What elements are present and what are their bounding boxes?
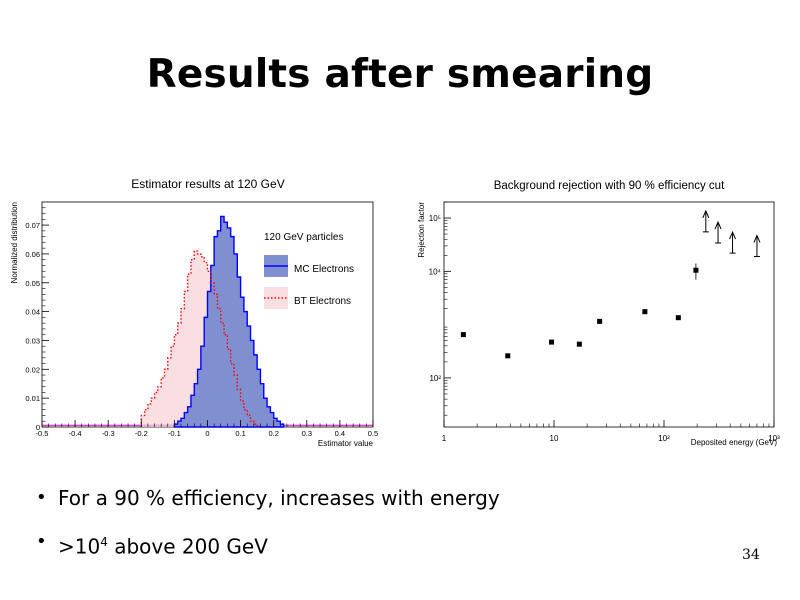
data-point bbox=[576, 341, 582, 347]
x-tick-label: -0.3 bbox=[102, 429, 115, 438]
data-point bbox=[693, 267, 699, 273]
bullet-dot-icon: • bbox=[36, 487, 47, 508]
bullet-text-superscript: 4 bbox=[100, 535, 108, 549]
lower-limit-arrow-head bbox=[729, 230, 737, 240]
chart-title: Background rejection with 90 % efficienc… bbox=[494, 180, 725, 192]
legend-mc-label: MC Electrons bbox=[294, 264, 354, 275]
y-tick-label: 10⁴ bbox=[429, 267, 442, 276]
bullet-text-suffix: above 200 GeV bbox=[107, 534, 268, 559]
bullet-dot-icon: • bbox=[36, 531, 47, 552]
y-tick-label: 0.04 bbox=[25, 308, 40, 317]
x-tick-label: 1 bbox=[442, 434, 447, 443]
y-tick-label: 0.06 bbox=[25, 250, 40, 259]
x-tick-label: 10 bbox=[550, 434, 559, 443]
slide-title: Results after smearing bbox=[146, 52, 654, 97]
bullet-list: • For a 90 % efficiency, increases with … bbox=[34, 482, 734, 570]
x-tick-label: -0.5 bbox=[36, 429, 49, 438]
lower-limit-arrow-head bbox=[714, 220, 722, 230]
x-tick-label: -0.2 bbox=[135, 429, 148, 438]
lower-limit-arrow-head bbox=[702, 209, 710, 219]
x-tick-label: 10³ bbox=[768, 434, 780, 443]
x-tick-label: 10² bbox=[658, 434, 670, 443]
bullet-text: For a 90 % efficiency, increases with en… bbox=[58, 486, 500, 510]
data-point bbox=[675, 315, 681, 321]
data-point bbox=[460, 332, 466, 338]
x-tick-label: 0.3 bbox=[302, 429, 312, 438]
y-axis-label: Rejection factor bbox=[417, 202, 426, 258]
y-tick-label: 0.01 bbox=[25, 394, 40, 403]
y-axis-label: Normalized distribution bbox=[10, 202, 19, 283]
data-point bbox=[505, 353, 511, 359]
plot-frame bbox=[443, 201, 775, 428]
data-point bbox=[597, 318, 603, 324]
rejection-factor-chart: Background rejection with 90 % efficienc… bbox=[412, 172, 792, 452]
x-tick-label: 0.2 bbox=[268, 429, 278, 438]
chart-title: Estimator results at 120 GeV bbox=[131, 177, 284, 191]
x-tick-label: -0.4 bbox=[69, 429, 82, 438]
x-tick-label: -0.1 bbox=[168, 429, 181, 438]
mc-electrons-histogram bbox=[173, 215, 285, 428]
y-tick-label: 10² bbox=[429, 374, 441, 383]
y-tick-label: 0.05 bbox=[25, 279, 40, 288]
bullet-item: • >104 above 200 GeV bbox=[34, 526, 734, 570]
estimator-histogram-chart: Estimator results at 120 GeV 0 0.01 0.02 0.0… bbox=[8, 172, 388, 452]
data-point bbox=[549, 339, 555, 345]
y-tick-label: 0.07 bbox=[25, 221, 40, 230]
x-tick-label: 0.4 bbox=[335, 429, 345, 438]
x-tick-label: 0 bbox=[205, 429, 209, 438]
y-tick-label: 0.03 bbox=[25, 336, 40, 345]
x-tick-label: 0.5 bbox=[368, 429, 378, 438]
legend-header: 120 GeV particles bbox=[264, 232, 344, 243]
bullet-text-prefix: >10 bbox=[58, 534, 101, 559]
y-tick-label: 0.02 bbox=[25, 365, 40, 374]
lower-limit-arrow-head bbox=[753, 234, 761, 243]
y-tick-label: 0 bbox=[36, 423, 40, 432]
x-axis-label: Estimator value bbox=[318, 439, 374, 448]
legend-bt-label: BT Electrons bbox=[294, 296, 351, 307]
data-point bbox=[642, 309, 648, 315]
bt-electrons-histogram bbox=[140, 250, 258, 427]
x-tick-label: 0.1 bbox=[235, 429, 245, 438]
page-number: 34 bbox=[742, 547, 760, 563]
y-tick-label: 10⁵ bbox=[429, 214, 441, 223]
bullet-item: • For a 90 % efficiency, increases with … bbox=[34, 482, 734, 526]
x-axis-label: Deposited energy (GeV) bbox=[691, 438, 778, 447]
